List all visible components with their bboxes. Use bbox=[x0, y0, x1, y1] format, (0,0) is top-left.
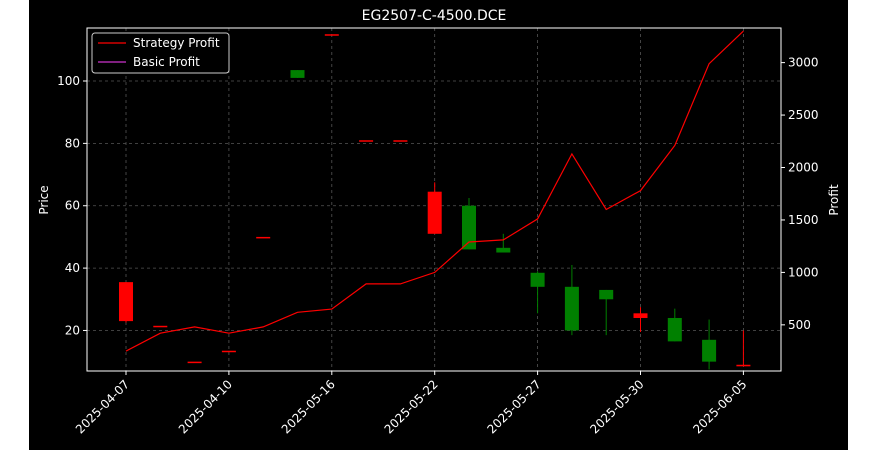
candle-body bbox=[119, 282, 133, 322]
candle-body bbox=[736, 364, 751, 367]
legend-label-basic-profit: Basic Profit bbox=[133, 55, 200, 69]
plot-area-frame bbox=[86, 27, 782, 372]
candle-body bbox=[324, 34, 339, 36]
candle-body bbox=[667, 317, 682, 342]
right-axis-ticks: 500 1000 1500 2000 2500 3000 bbox=[781, 56, 819, 332]
candle-body bbox=[187, 361, 202, 364]
candle-body bbox=[256, 236, 271, 239]
candle-body bbox=[496, 247, 511, 253]
right-tick-label: 2500 bbox=[788, 108, 819, 122]
grid-lines bbox=[87, 28, 781, 371]
right-tick-label: 1500 bbox=[788, 213, 819, 227]
strategy-profit-layer bbox=[125, 30, 744, 352]
candle-body bbox=[633, 313, 648, 318]
right-tick-label: 2000 bbox=[788, 161, 819, 175]
chart-title: EG2507-C-4500.DCE bbox=[362, 8, 507, 24]
candle-body bbox=[153, 325, 168, 328]
candle-body bbox=[359, 140, 374, 142]
candle-body bbox=[599, 289, 614, 300]
right-axis-label: Profit bbox=[827, 184, 841, 216]
strategy-profit-line bbox=[125, 30, 744, 352]
candle-body bbox=[427, 191, 442, 234]
right-tick-label: 3000 bbox=[788, 56, 819, 70]
left-axis-ticks: 20 40 60 80 100 bbox=[57, 74, 87, 337]
candle-body bbox=[530, 272, 545, 287]
left-tick-label: 20 bbox=[65, 323, 80, 337]
candle-body bbox=[462, 205, 476, 250]
legend: Strategy Profit Basic Profit bbox=[91, 32, 230, 74]
candle-body bbox=[564, 286, 579, 331]
candle-body bbox=[221, 350, 236, 353]
legend-label-strategy-profit: Strategy Profit bbox=[133, 36, 220, 50]
left-tick-label: 80 bbox=[65, 136, 80, 150]
candle-body bbox=[702, 339, 717, 362]
candle-body bbox=[393, 140, 408, 142]
left-axis-label: Price bbox=[37, 185, 51, 214]
candles-layer bbox=[119, 34, 751, 370]
right-tick-label: 500 bbox=[788, 318, 811, 332]
left-tick-label: 60 bbox=[65, 199, 80, 213]
left-tick-label: 40 bbox=[65, 261, 80, 275]
right-tick-label: 1000 bbox=[788, 265, 819, 279]
legend-box bbox=[91, 32, 230, 74]
candle-body bbox=[290, 70, 305, 78]
left-tick-label: 100 bbox=[57, 74, 80, 88]
